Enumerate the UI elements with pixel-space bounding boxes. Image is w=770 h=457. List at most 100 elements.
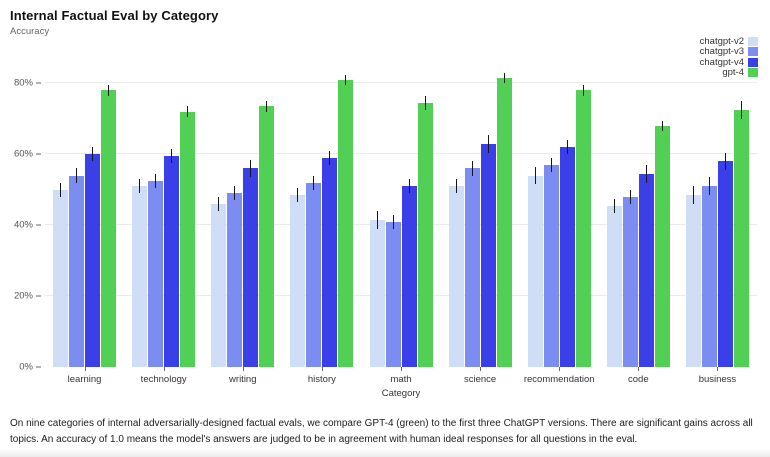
x-label-history: history [307, 374, 336, 385]
bar-chatgpt-v2-technology [132, 186, 148, 367]
barwrap-chatgpt-v3-code [622, 55, 638, 367]
barwrap-chatgpt-v4-technology [164, 55, 180, 367]
y-tick-label-80: 80% [13, 77, 33, 89]
bar-chatgpt-v2-business [685, 195, 701, 367]
error-bar-gpt-4-recommendation [582, 85, 584, 96]
y-tick-mark-20 [36, 295, 41, 297]
error-bar-chatgpt-v4-business [724, 152, 726, 171]
error-bar-chatgpt-v4-science [487, 134, 489, 153]
barwrap-chatgpt-v3-learning [69, 55, 85, 367]
barwrap-chatgpt-v4-science [480, 55, 496, 367]
x-label-math: math [390, 374, 412, 385]
gridline-20 [45, 295, 757, 297]
barwrap-chatgpt-v3-math [385, 55, 401, 367]
legend: chatgpt-v2 chatgpt-v3 chatgpt-v4 gpt-4 [700, 36, 758, 78]
x-tick-math [401, 367, 402, 371]
y-tick-mark-0 [36, 366, 41, 368]
error-bar-chatgpt-v2-math [376, 211, 378, 229]
barwrap-chatgpt-v2-technology [132, 55, 148, 367]
legend-label-gpt-4: gpt-4 [722, 67, 744, 79]
y-tick-mark-80 [36, 82, 41, 84]
barwrap-gpt-4-science [496, 55, 512, 367]
barwrap-chatgpt-v2-code [606, 55, 622, 367]
error-bar-chatgpt-v3-code [629, 189, 631, 204]
bottom-shadow [0, 448, 770, 457]
barwrap-chatgpt-v3-recommendation [543, 55, 559, 367]
barwrap-chatgpt-v3-science [464, 55, 480, 367]
plot-area: 0% 20% 40% 60% 80% learning technology writing… [14, 55, 757, 399]
x-tick-business [717, 367, 719, 371]
y-tick-label-0: 0% [19, 361, 33, 373]
bar-chatgpt-v2-learning [53, 189, 69, 367]
barwrap-chatgpt-v4-history [322, 55, 338, 367]
barwrap-chatgpt-v4-learning [85, 55, 101, 367]
barwrap-chatgpt-v2-learning [53, 55, 69, 367]
bar-chatgpt-v2-history [290, 195, 306, 367]
barwrap-gpt-4-history [338, 55, 354, 367]
y-tick-mark-40 [36, 224, 41, 226]
bar-group-writing: writing [211, 55, 275, 385]
bar-chatgpt-v4-business [717, 161, 733, 367]
bar-chatgpt-v3-math [385, 221, 401, 367]
y-tick-40: 40% [14, 220, 41, 231]
barwrap-chatgpt-v2-business [685, 55, 701, 367]
error-bar-chatgpt-v4-history [329, 150, 331, 165]
barwrap-gpt-4-technology [180, 55, 196, 367]
legend-label-chatgpt-v3: chatgpt-v3 [699, 46, 744, 58]
error-bar-chatgpt-v2-science [455, 179, 457, 194]
bar-group-math: math [369, 55, 433, 385]
bar-gpt-4-learning [101, 90, 117, 367]
figure-caption: On nine categories of internal adversari… [10, 418, 753, 445]
bar-group-science: science [448, 55, 512, 385]
x-axis-title: Category [381, 388, 421, 399]
bar-chatgpt-v3-business [701, 186, 717, 367]
x-label-technology: technology [140, 374, 187, 385]
x-label-business: business [698, 374, 737, 385]
legend-label-chatgpt-v2: chatgpt-v2 [699, 35, 744, 47]
bar-gpt-4-history [338, 79, 354, 367]
error-bar-chatgpt-v2-history [297, 187, 299, 203]
bar-chatgpt-v3-recommendation [543, 164, 559, 367]
x-tick-learning [84, 367, 86, 371]
error-bar-gpt-4-learning [108, 85, 110, 96]
error-bar-chatgpt-v3-recommendation [550, 157, 552, 172]
bar-chatgpt-v4-math [401, 186, 417, 367]
bar-group-history: history [290, 55, 354, 385]
y-axis-title: Accuracy [10, 26, 50, 37]
legend-item-chatgpt-v2: chatgpt-v2 [700, 36, 758, 47]
error-bar-chatgpt-v4-learning [92, 147, 94, 162]
barwrap-chatgpt-v3-history [306, 55, 322, 367]
barwrap-chatgpt-v4-math [401, 55, 417, 367]
bar-gpt-4-technology [180, 111, 196, 367]
error-bar-chatgpt-v2-technology [139, 179, 141, 194]
bar-chatgpt-v3-writing [227, 193, 243, 367]
error-bar-chatgpt-v2-learning [60, 182, 62, 197]
x-label-learning: learning [67, 374, 102, 385]
bar-chatgpt-v4-technology [164, 156, 180, 367]
bar-group-code: code [606, 55, 670, 385]
y-tick-0: 0% [19, 362, 41, 373]
bar-chatgpt-v3-technology [148, 180, 164, 367]
error-bar-gpt-4-history [345, 74, 347, 86]
x-tick-science [480, 367, 482, 371]
legend-swatch-chatgpt-v3 [748, 47, 758, 57]
barwrap-gpt-4-learning [101, 55, 117, 367]
y-tick-80: 80% [14, 78, 41, 89]
bar-group-recommendation: recommendation [524, 55, 595, 385]
legend-swatch-chatgpt-v4 [748, 57, 758, 67]
bar-chatgpt-v2-math [369, 219, 385, 367]
barwrap-chatgpt-v4-code [638, 55, 654, 367]
barwrap-chatgpt-v2-writing [211, 55, 227, 367]
barwrap-gpt-4-math [417, 55, 433, 367]
bar-gpt-4-business [733, 109, 749, 367]
bar-gpt-4-writing [259, 106, 275, 367]
error-bar-chatgpt-v4-writing [250, 159, 252, 178]
y-tick-label-20: 20% [13, 290, 33, 302]
x-tick-recommendation [559, 367, 561, 371]
gridline-40 [45, 224, 757, 226]
error-bar-chatgpt-v3-math [392, 214, 394, 229]
bar-chatgpt-v2-writing [211, 203, 227, 367]
barwrap-gpt-4-writing [259, 55, 275, 367]
bar-chatgpt-v3-code [622, 196, 638, 367]
